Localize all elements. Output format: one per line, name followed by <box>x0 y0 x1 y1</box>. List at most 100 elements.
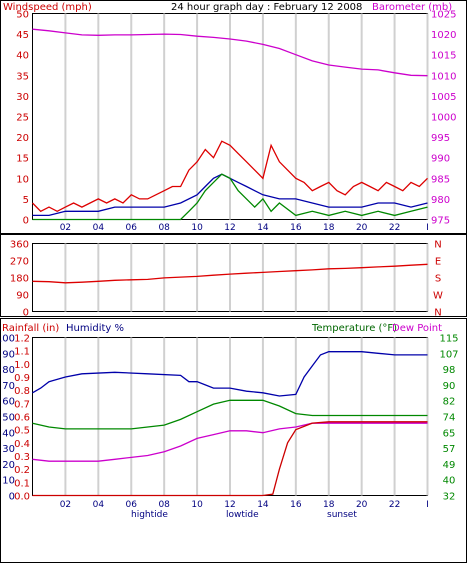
x-tick-label: 10 <box>191 500 203 510</box>
x-tick-label: 22 <box>389 223 400 233</box>
y-tick-label: 32 <box>443 492 456 503</box>
y-tick-label: 107 <box>439 349 458 360</box>
wind-grid <box>64 13 429 220</box>
x-tick-label: 12 <box>224 223 235 233</box>
y-tick-label: 980 <box>431 195 450 206</box>
y-tick-label: 0 <box>23 216 29 227</box>
wind-x-ticks: 02 04 06 08 10 12 14 16 18 20 22 I <box>60 223 429 233</box>
wind-series-group <box>32 28 428 221</box>
rainfall-ticks: 0.0 0.1 0.2 0.3 0.4 0.5 0.6 0.7 0.8 0.9 1.0 1.1 1.2 <box>14 334 30 503</box>
y-tick-label: 180 <box>10 274 29 285</box>
x-tick-label: 06 <box>126 223 138 233</box>
y-tick-label: 0 <box>9 492 15 503</box>
x-tick-label: I <box>426 500 429 510</box>
y-tick-label: N <box>434 308 441 319</box>
y-tick-label: 0.7 <box>14 399 30 410</box>
y-tick-label: 100 <box>0 334 15 345</box>
x-tick-label: 14 <box>257 500 269 510</box>
y-tick-label: 0.9 <box>14 373 30 384</box>
series-line <box>32 399 428 430</box>
y-tick-label: 45 <box>16 30 29 41</box>
y-tick-label: 25 <box>16 113 29 124</box>
x-tick-label: 12 <box>224 500 235 510</box>
x-tick-label: 18 <box>323 500 335 510</box>
temperature-ticks: 32 40 49 57 65 74 82 90 98 107 115 <box>439 334 458 503</box>
y-tick-label: 15 <box>16 154 29 165</box>
series-line <box>32 263 428 284</box>
temp-grid <box>64 337 429 496</box>
y-tick-label: 50 <box>2 413 15 424</box>
rain-humidity-temp-panel: Rainfall (in) Humidity % Temperature (°F… <box>0 318 467 563</box>
rainfall-axis-label: Rainfall (in) <box>2 323 59 334</box>
dewpoint-axis-label: Dew Point <box>392 323 442 334</box>
x-tick-label: 20 <box>356 223 368 233</box>
temperature-axis-label: Temperature (°F) <box>311 323 397 334</box>
y-tick-label: 0.0 <box>14 492 30 503</box>
y-tick-label: 1020 <box>431 30 456 41</box>
annotation-sunset-2: sunset <box>327 510 357 520</box>
x-tick-label: 02 <box>60 500 71 510</box>
annotation-hightide-2: hightide <box>131 510 168 520</box>
y-tick-label: 0.4 <box>14 439 30 450</box>
temp-series-group <box>32 351 428 497</box>
y-tick-label: 35 <box>16 71 29 82</box>
y-tick-label: 30 <box>16 92 29 103</box>
y-tick-label: 10 <box>2 476 15 487</box>
y-tick-label: 10 <box>16 174 29 185</box>
windspeed-axis-label: Windspeed (mph) <box>3 2 92 13</box>
x-tick-label: 04 <box>93 223 105 233</box>
y-tick-label: 90 <box>16 291 29 302</box>
y-tick-label: S <box>435 274 441 285</box>
barometer-axis-label: Barometer (mb) <box>372 2 452 13</box>
windspeed-ticks: 0 5 10 15 20 25 30 35 40 45 50 <box>16 10 29 227</box>
y-tick-label: 1.0 <box>14 360 30 371</box>
direction-grid <box>64 243 429 312</box>
x-tick-label: 02 <box>60 223 71 233</box>
y-tick-label: 74 <box>443 413 456 424</box>
barometer-ticks: 975 980 985 990 995 1000 1005 1010 1015 1020 1025 <box>431 10 456 227</box>
y-tick-label: 1010 <box>431 71 456 82</box>
y-tick-label: 98 <box>443 365 456 376</box>
y-tick-label: 360 <box>10 240 29 251</box>
y-tick-label: 270 <box>10 257 29 268</box>
series-line <box>32 351 428 397</box>
y-tick-label: 1.1 <box>14 347 30 358</box>
y-tick-label: 40 <box>16 51 29 62</box>
y-tick-label: 40 <box>2 428 15 439</box>
direction-degree-ticks: 0 90 180 270 360 <box>10 240 29 319</box>
y-tick-label: 1025 <box>431 10 456 21</box>
y-tick-label: 1015 <box>431 51 456 62</box>
y-tick-label: 975 <box>431 216 450 227</box>
y-tick-label: N <box>434 240 441 251</box>
temp-x-ticks: 02 04 06 08 10 12 14 16 18 20 22 I <box>60 500 429 510</box>
y-tick-label: 90 <box>2 349 15 360</box>
series-line <box>32 173 428 221</box>
y-tick-label: 30 <box>2 444 15 455</box>
wind-barometer-panel: Windspeed (mph) 24 hour graph day : Febr… <box>0 0 467 244</box>
y-tick-label: 82 <box>443 397 456 408</box>
y-tick-label: W <box>433 291 443 302</box>
x-tick-label: 08 <box>158 500 170 510</box>
x-tick-label: 18 <box>323 223 335 233</box>
y-tick-label: 0.1 <box>14 478 30 489</box>
x-tick-label: 16 <box>290 500 302 510</box>
chart-title: 24 hour graph day : February 12 2008 <box>171 2 362 13</box>
y-tick-label: 5 <box>23 195 29 206</box>
y-tick-label: 40 <box>443 476 456 487</box>
x-tick-label: 08 <box>158 223 170 233</box>
annotation-lowtide-2: lowtide <box>226 510 259 520</box>
series-line <box>32 421 428 497</box>
y-tick-label: 90 <box>443 381 456 392</box>
series-line <box>32 140 428 213</box>
humidity-ticks: 0 10 20 30 40 50 60 70 80 90 100 <box>0 334 15 503</box>
y-tick-label: 1.2 <box>14 334 30 345</box>
series-line <box>32 422 428 462</box>
y-tick-label: 990 <box>431 154 450 165</box>
y-tick-label: E <box>435 257 441 268</box>
direction-series-group <box>32 263 428 284</box>
y-tick-label: 1005 <box>431 92 456 103</box>
y-tick-label: 57 <box>443 444 456 455</box>
x-tick-label: 20 <box>356 500 368 510</box>
y-tick-label: 80 <box>2 365 15 376</box>
